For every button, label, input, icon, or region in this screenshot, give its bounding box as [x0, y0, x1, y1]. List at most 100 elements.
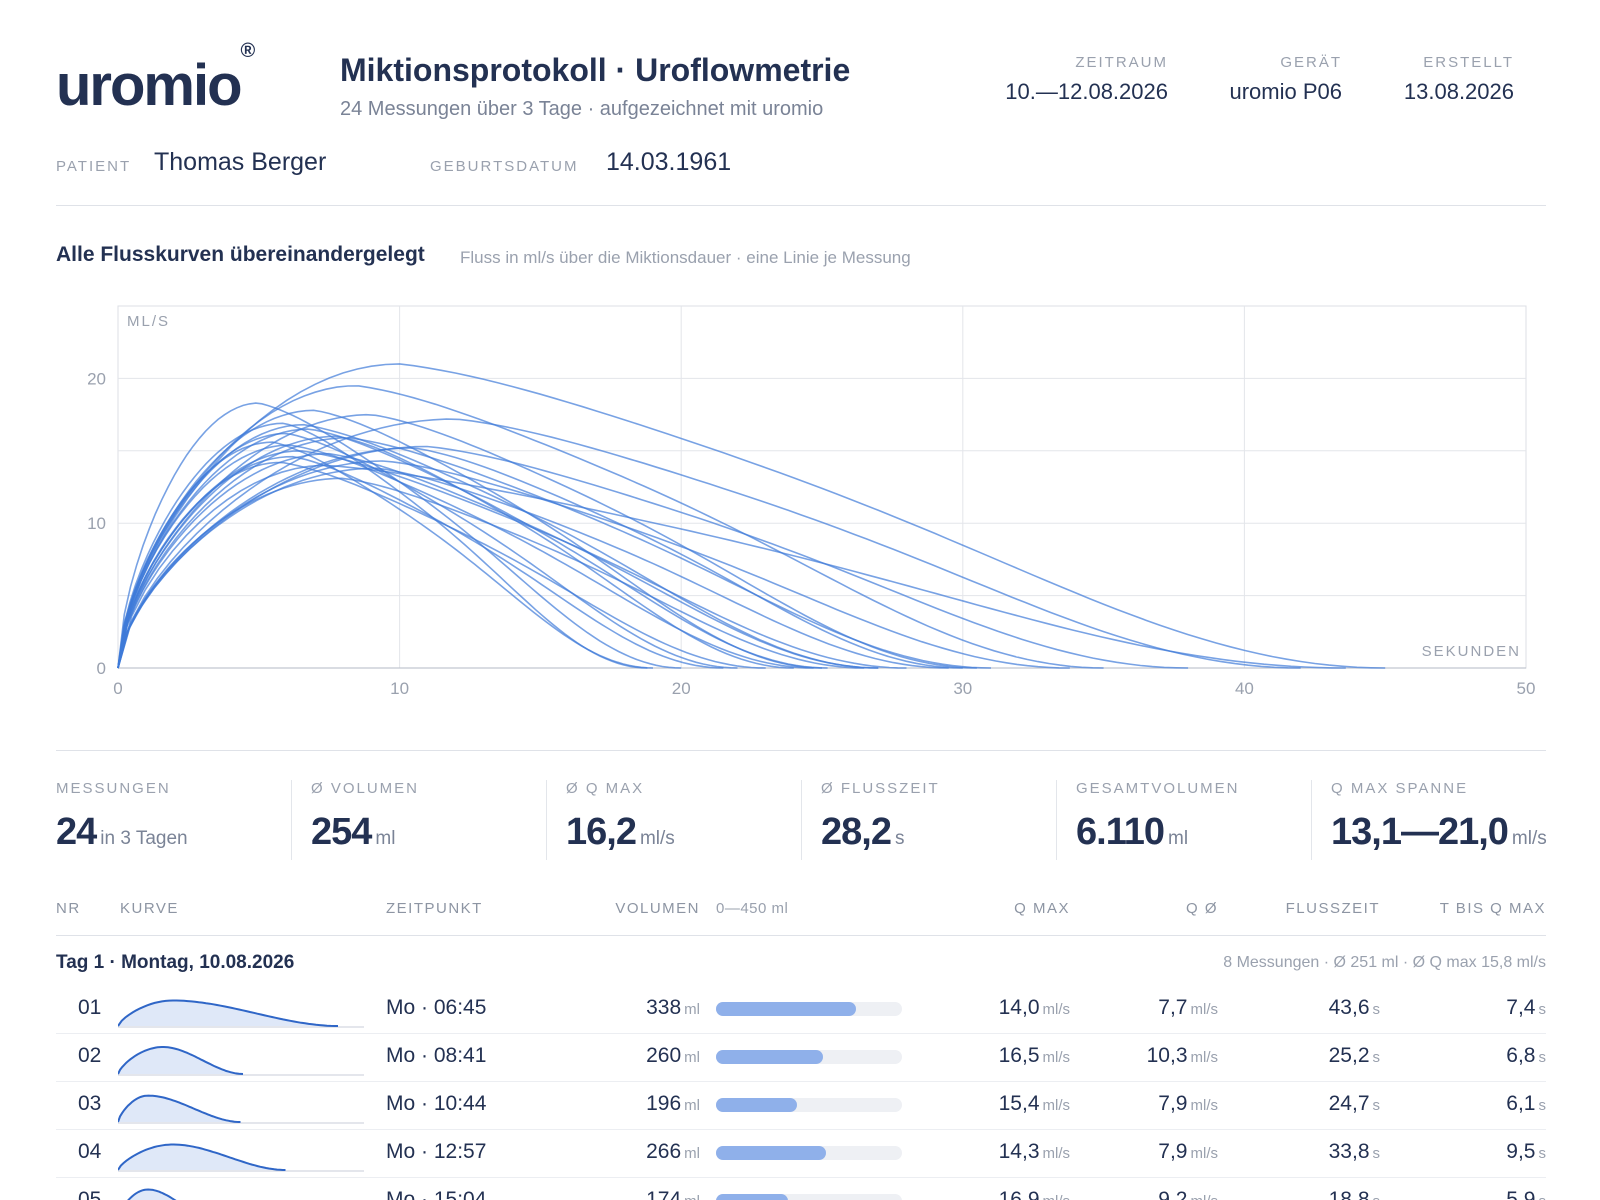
- flow-curve-series: [117, 413, 977, 669]
- row-time: Mo · 06:45: [386, 996, 487, 1019]
- stat-value: 254: [311, 811, 372, 853]
- row-volume: 196 ml: [646, 1092, 700, 1115]
- row-volume: 174ml: [646, 1188, 700, 1200]
- overlay-section-description: Fluss in ml/s über die Miktionsdauer · e…: [460, 248, 911, 267]
- row-qavg: 7,7 ml/s: [1158, 996, 1218, 1019]
- stat-label: MESSUNGEN: [56, 780, 171, 797]
- flow-overlay-chart: 0 10 20 30 40 50 0 10 20 ML/S SEKUNDEN: [87, 305, 1536, 698]
- y-axis-label: ML/S: [127, 313, 170, 330]
- flow-curve-series: [117, 467, 949, 669]
- row-nr: 05: [78, 1188, 102, 1200]
- flow-curve-series: [117, 385, 1104, 669]
- row-flowtime: 25,2 s: [1328, 1044, 1380, 1067]
- row-qmax: 14,0 ml/s: [998, 996, 1070, 1019]
- row-qmax: 15,4 ml/s: [998, 1092, 1070, 1115]
- divider: [56, 935, 1546, 936]
- meta-period: ZEITRAUM 10.—12.08.2026: [1005, 54, 1168, 104]
- stat-label: Ø VOLUMEN: [311, 780, 420, 797]
- row-qmax: 16,9ml/s: [998, 1188, 1070, 1200]
- sparkline-line: [127, 1188, 177, 1200]
- row-curve-sparkline: [118, 999, 364, 1028]
- row-qavg: 10,3 ml/s: [1146, 1044, 1218, 1067]
- row-flowtime: 18,8s: [1328, 1188, 1380, 1200]
- stat-unit: ml: [1168, 828, 1189, 849]
- table-row[interactable]: 04 Mo · 12:57 266 ml 14,3 ml/s 7,9 ml/s 33,8 s 9,5…: [56, 1130, 1546, 1178]
- sparkline-line: [118, 1046, 244, 1075]
- day-title: Tag 1 · Montag, 10.08.2026: [56, 952, 295, 973]
- stat-label: GESAMTVOLUMEN: [1076, 780, 1240, 797]
- row-t-to-qmax: 6,1 s: [1506, 1092, 1546, 1115]
- x-tick-label: 30: [953, 679, 972, 698]
- row-curve-sparkline: [127, 1188, 177, 1200]
- row-t-to-qmax: 9,5 s: [1506, 1140, 1546, 1163]
- row-time: Mo · 12:57: [386, 1140, 487, 1163]
- flow-curve-series: [117, 455, 724, 669]
- row-volume: 266 ml: [646, 1140, 700, 1163]
- row-qavg: 7,9 ml/s: [1158, 1140, 1218, 1163]
- meta-device: GERÄT uromio P06: [1229, 54, 1342, 104]
- document-title: Miktionsprotokoll · Uroflowmetrie: [340, 52, 851, 88]
- flow-curve-series: [117, 461, 766, 669]
- sparkline-line: [118, 999, 338, 1027]
- row-curve-sparkline: [118, 1046, 364, 1076]
- volume-bar-fill: [716, 1146, 826, 1160]
- plot-frame: [117, 305, 1527, 669]
- stat-separator: [546, 780, 547, 860]
- divider: [56, 205, 1546, 206]
- row-flowtime: 24,7 s: [1328, 1092, 1380, 1115]
- dob-label: GEBURTSDATUM: [430, 158, 579, 175]
- sparkline-area: [118, 1144, 286, 1170]
- sparkline-area: [118, 1047, 243, 1074]
- row-time: Mo · 08:41: [386, 1044, 487, 1067]
- flow-curve-series: [117, 445, 1189, 669]
- stat-unit: ml: [375, 828, 396, 849]
- stat-4: GESAMTVOLUMEN 6.110 ml: [1076, 780, 1240, 860]
- table-row[interactable]: 02 Mo · 08:41 260 ml 16,5 ml/s 10,3 ml/s 25,2 s 6,…: [56, 1034, 1546, 1082]
- stat-value: 16,2: [566, 811, 637, 853]
- summary-stats: MESSUNGEN 24 in 3 Tagen Ø VOLUMEN 254 ml Ø Q M…: [56, 780, 1547, 860]
- volume-bar: [716, 1050, 902, 1064]
- overlay-section-title: Alle Flusskurven übereinandergelegt: [56, 243, 425, 266]
- table-row[interactable]: 05 Mo · 15:04 174ml 16,9ml/s 9,2ml/s 18,8s 5,9…: [56, 1178, 1546, 1200]
- volume-bar: [716, 1194, 902, 1200]
- row-nr: 02: [78, 1044, 102, 1067]
- table-row[interactable]: 01 Mo · 06:45 338 ml 14,0 ml/s 7,7 ml/s 43,6 s 7,4…: [56, 986, 1546, 1034]
- header-time: ZEITPUNKT: [386, 900, 483, 917]
- stat-separator: [1311, 780, 1312, 860]
- stat-3: Ø FLUSSZEIT 28,2 s: [821, 780, 940, 860]
- stat-label: Ø FLUSSZEIT: [821, 780, 940, 797]
- row-flowtime: 43,6 s: [1328, 996, 1380, 1019]
- row-time: Mo · 15:04: [386, 1188, 487, 1200]
- volume-bar-fill: [716, 1002, 856, 1016]
- y-tick-label: 20: [87, 369, 106, 388]
- stat-value: 24: [56, 811, 97, 853]
- x-tick-label: 20: [672, 679, 691, 698]
- x-tick-label: 50: [1517, 679, 1536, 698]
- x-tick-label: 0: [113, 679, 122, 698]
- volume-bar-fill: [716, 1194, 788, 1200]
- patient-info: PATIENT Thomas Berger GEBURTSDATUM 14.03…: [56, 148, 956, 188]
- sparkline-line: [118, 1143, 286, 1171]
- flow-curve-series: [117, 418, 1301, 669]
- row-qavg: 7,9 ml/s: [1158, 1092, 1218, 1115]
- row-qmax: 16,5 ml/s: [998, 1044, 1070, 1067]
- flow-curve-series: [117, 437, 992, 669]
- stat-separator: [801, 780, 802, 860]
- stat-1: Ø VOLUMEN 254 ml: [311, 780, 419, 860]
- stat-2: Ø Q MAX 16,2 ml/s: [566, 780, 675, 860]
- flow-curve-series: [117, 444, 814, 669]
- report-header: uromio® Miktionsprotokoll · Uroflowmetri…: [56, 39, 1546, 130]
- stat-5: Q MAX SPANNE 13,1—21,0 ml/s: [1331, 780, 1547, 860]
- row-volume: 260 ml: [646, 1044, 700, 1067]
- flow-curve-series: [117, 447, 963, 669]
- volume-bar-fill: [716, 1050, 824, 1064]
- stat-value: 28,2: [821, 811, 892, 853]
- flow-curve-series: [117, 422, 648, 669]
- row-qmax: 14,3 ml/s: [998, 1140, 1070, 1163]
- table-row[interactable]: 03 Mo · 10:44 196 ml 15,4 ml/s 7,9 ml/s 24,7 s 6,1…: [56, 1082, 1546, 1130]
- x-tick-label: 40: [1235, 679, 1254, 698]
- header-flowtime: FLUSSZEIT: [1285, 900, 1380, 917]
- brand-logo: uromio®: [56, 39, 256, 118]
- flow-curve-series: [117, 363, 1386, 669]
- y-tick-label: 0: [97, 659, 106, 678]
